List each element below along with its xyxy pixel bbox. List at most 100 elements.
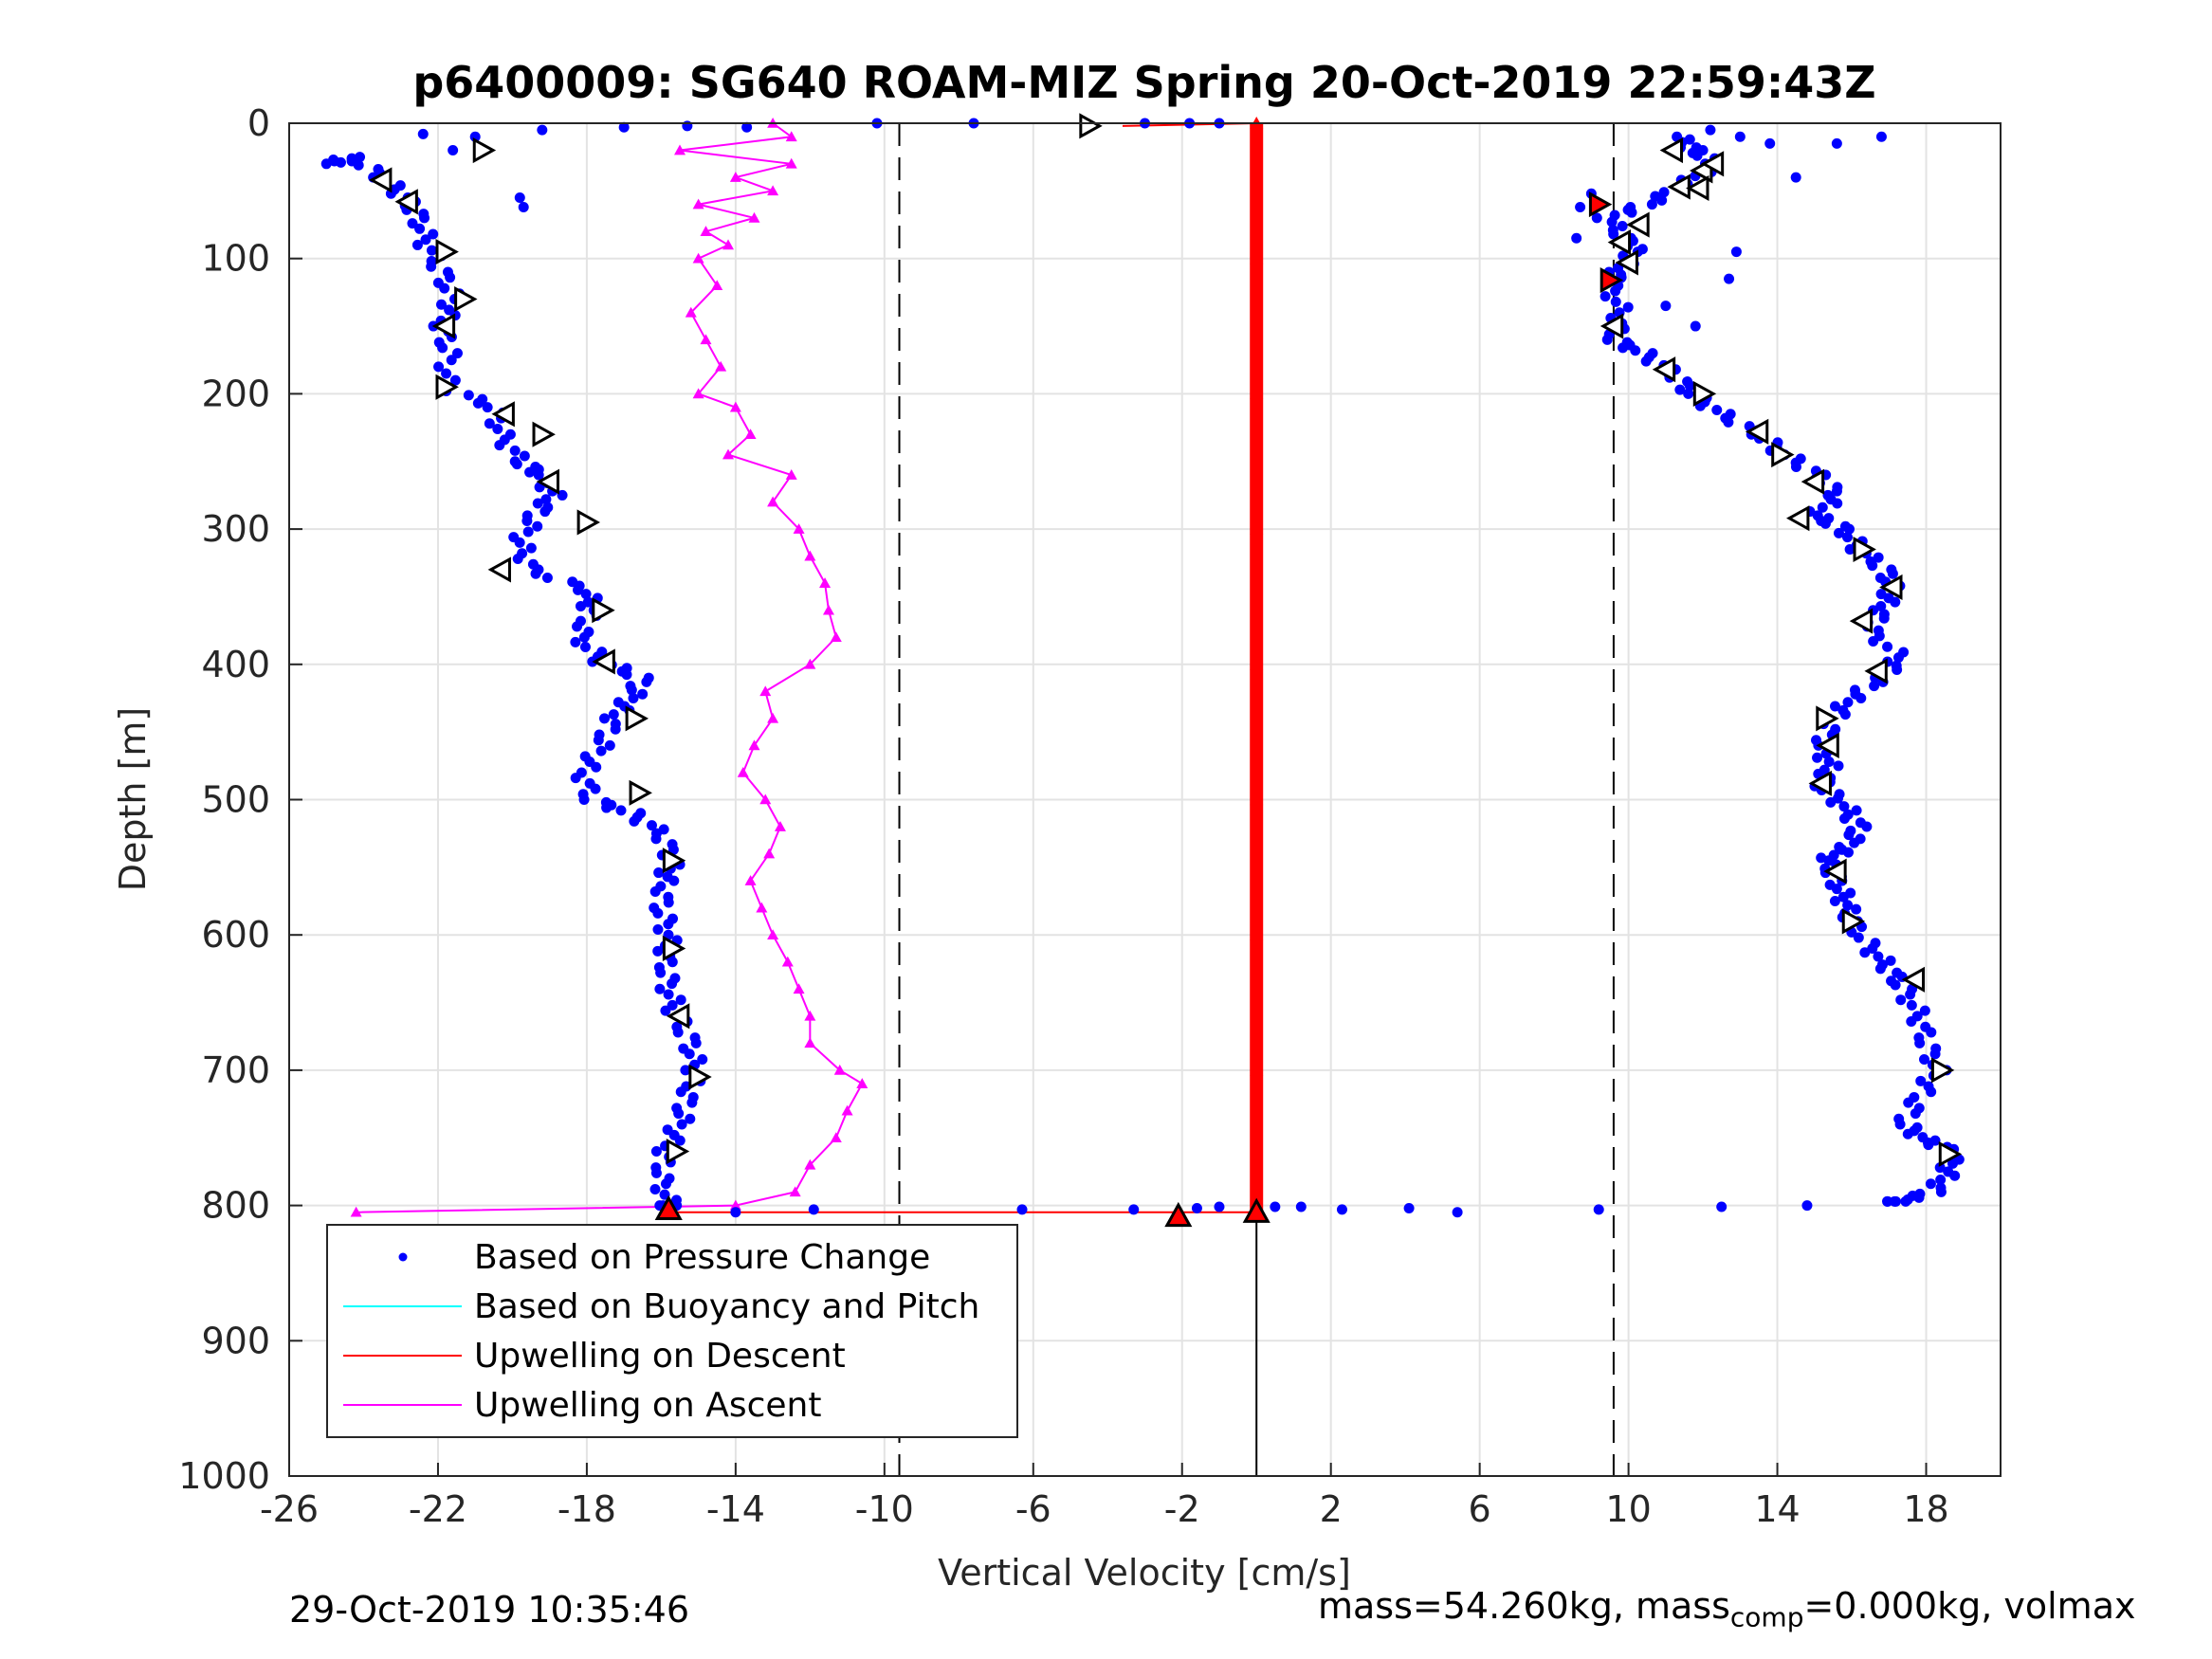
pressure-dot bbox=[730, 1207, 741, 1218]
pressure-dot-ascent bbox=[1691, 150, 1703, 161]
pressure-dot-ascent bbox=[1926, 1086, 1937, 1098]
pressure-dot-ascent bbox=[1929, 1048, 1941, 1060]
x-tick-label: 6 bbox=[1469, 1488, 1491, 1530]
pressure-dot-descent bbox=[451, 348, 463, 359]
ascent-upwelling-marker bbox=[781, 956, 794, 967]
footer-timestamp: 29-Oct-2019 10:35:46 bbox=[289, 1589, 689, 1631]
pressure-dot-ascent bbox=[1906, 1016, 1917, 1028]
x-tick-label: -26 bbox=[260, 1488, 319, 1530]
pressure-dot-ascent bbox=[1905, 989, 1916, 1000]
glider-marker-red-up bbox=[654, 1194, 683, 1220]
y-tick-label: 700 bbox=[201, 1049, 270, 1091]
pressure-dot-ascent bbox=[1903, 1097, 1914, 1108]
glider-marker-left bbox=[1652, 356, 1676, 383]
pressure-dot-ascent bbox=[1842, 697, 1854, 708]
pressure-dot-ascent bbox=[1935, 1186, 1947, 1197]
pressure-dot-ascent bbox=[1874, 963, 1886, 975]
pressure-dot-descent bbox=[492, 424, 503, 435]
ascent-upwelling-marker bbox=[737, 766, 749, 777]
pressure-dot-ascent bbox=[1843, 847, 1855, 858]
pressure-dot-descent bbox=[484, 418, 495, 429]
pressure-dot-descent bbox=[649, 1183, 661, 1194]
pressure-dot bbox=[618, 121, 630, 133]
pressure-dot-descent bbox=[690, 1037, 702, 1048]
pressure-dot-descent bbox=[621, 669, 632, 681]
pressure-dot-ascent bbox=[1640, 356, 1652, 367]
pressure-dot bbox=[448, 145, 459, 156]
glider-marker-red-up bbox=[1164, 1201, 1193, 1228]
pressure-dot-ascent bbox=[1622, 301, 1634, 313]
pressure-dot-descent bbox=[650, 1167, 662, 1178]
pressure-dot-ascent bbox=[1914, 1037, 1926, 1048]
pressure-dot-ascent bbox=[1873, 951, 1884, 962]
pressure-dot-ascent bbox=[1900, 1195, 1911, 1207]
pressure-dot-ascent bbox=[1890, 596, 1901, 608]
glider-marker-right bbox=[1938, 1140, 1963, 1167]
ascent-upwelling-marker bbox=[744, 428, 757, 440]
pressure-dot-descent bbox=[525, 542, 537, 554]
pressure-dot-descent bbox=[524, 466, 536, 478]
pressure-dot-descent bbox=[573, 584, 584, 595]
glider-marker-left bbox=[1879, 574, 1903, 601]
pressure-dot-descent bbox=[649, 886, 661, 898]
pressure-dot-descent bbox=[673, 1108, 685, 1120]
pressure-dot-descent bbox=[659, 1189, 670, 1200]
footer-mass-info: mass=54.260kg, masscomp=0.000kg, volmax bbox=[1318, 1585, 2136, 1633]
descent-upwelling-marker bbox=[1250, 522, 1264, 535]
pressure-dot bbox=[1705, 124, 1716, 136]
glider-marker-left bbox=[1864, 658, 1888, 684]
x-tick-label: 18 bbox=[1903, 1488, 1948, 1530]
y-tick-label: 200 bbox=[201, 373, 270, 414]
pressure-dot-ascent bbox=[1902, 1128, 1913, 1139]
pressure-dot-ascent bbox=[1843, 830, 1855, 841]
ascent-upwelling-marker bbox=[785, 131, 797, 142]
pressure-dot-descent bbox=[494, 440, 505, 451]
pressure-dot-descent bbox=[610, 723, 621, 735]
glider-marker-left bbox=[1808, 770, 1832, 796]
pressure-dot-descent bbox=[449, 374, 461, 386]
pressure-dot-descent bbox=[660, 1005, 671, 1016]
glider-marker-red bbox=[1600, 266, 1624, 294]
pressure-dot-descent bbox=[572, 621, 583, 632]
ascent-upwelling-marker bbox=[715, 360, 727, 372]
x-tick-label: 10 bbox=[1605, 1488, 1651, 1530]
ascent-upwelling-marker bbox=[674, 144, 686, 155]
pressure-dot-ascent bbox=[1831, 485, 1842, 497]
pressure-dot-ascent bbox=[1842, 900, 1854, 911]
pressure-dot-descent bbox=[411, 239, 423, 250]
pressure-dot bbox=[1790, 172, 1801, 183]
pressure-dot-ascent bbox=[1851, 805, 1862, 816]
ascent-upwelling-marker bbox=[729, 172, 741, 182]
glider-marker-red-up bbox=[1242, 1197, 1271, 1223]
pressure-dot-descent bbox=[436, 299, 448, 310]
pressure-dot-descent bbox=[426, 261, 437, 272]
pressure-dot-descent bbox=[532, 498, 543, 509]
descent-upwelling-marker bbox=[1250, 657, 1264, 670]
pressure-dot-descent bbox=[595, 745, 607, 757]
glider-marker-left bbox=[1600, 313, 1624, 339]
glider-marker-left bbox=[1607, 229, 1632, 256]
pressure-dot bbox=[1660, 301, 1672, 312]
pressure-dot bbox=[1593, 1204, 1604, 1215]
pressure-dot bbox=[1128, 1204, 1140, 1215]
pressure-dot-descent bbox=[653, 867, 665, 879]
ascent-upwelling-marker bbox=[767, 185, 779, 196]
pressure-dot-ascent bbox=[1923, 1139, 1934, 1151]
pressure-dot-ascent bbox=[1882, 641, 1893, 652]
pressure-dot-descent bbox=[540, 494, 552, 505]
pressure-dot-ascent bbox=[1906, 999, 1917, 1011]
y-tick-label: 500 bbox=[201, 779, 270, 821]
pressure-dot bbox=[1764, 137, 1776, 149]
pressure-dot-ascent bbox=[1875, 600, 1887, 611]
y-axis: 0 100 200 300 400 500 600 700 800 900 1000 bbox=[178, 102, 302, 1497]
x-tick-label: 14 bbox=[1754, 1488, 1800, 1530]
pressure-dot-ascent bbox=[1841, 532, 1853, 543]
pressure-dot-descent bbox=[608, 709, 619, 720]
pressure-dot-descent bbox=[675, 994, 686, 1006]
glider-marker-left bbox=[1849, 608, 1874, 634]
pressure-dot-ascent bbox=[1610, 285, 1621, 297]
pressure-dot bbox=[514, 191, 525, 203]
pressure-dot-descent bbox=[539, 506, 551, 518]
glider-marker-left bbox=[369, 167, 393, 193]
